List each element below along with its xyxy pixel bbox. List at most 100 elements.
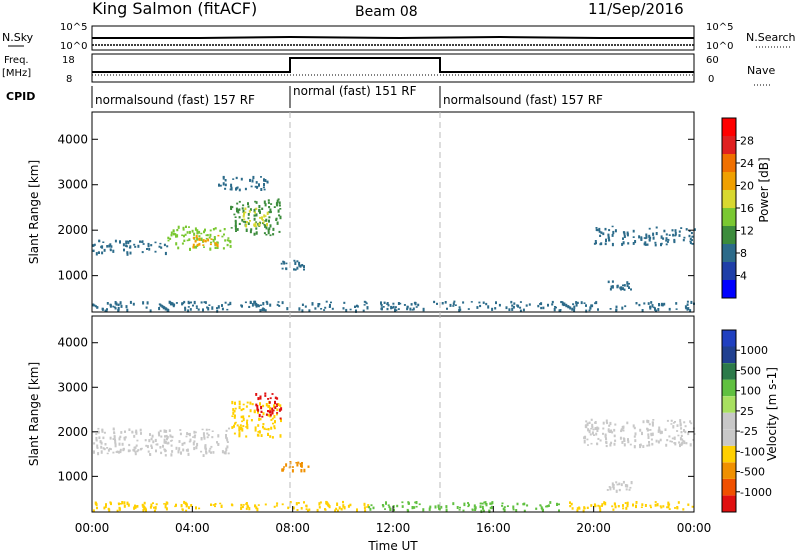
- heatmap-cell: [247, 213, 250, 216]
- heatmap-cell: [164, 505, 167, 509]
- heatmap-cell: [119, 450, 122, 454]
- heatmap-cell: [133, 448, 136, 452]
- heatmap-cell: [126, 501, 129, 505]
- heatmap-cell: [630, 481, 633, 485]
- heatmap-cell: [243, 212, 245, 216]
- heatmap-cell: [596, 442, 598, 445]
- heatmap-cell: [547, 303, 549, 307]
- heatmap-cell: [253, 300, 256, 304]
- heatmap-cell: [365, 302, 368, 305]
- heatmap-cell: [184, 306, 187, 309]
- heatmap-cell: [276, 412, 279, 414]
- heatmap-cell: [684, 430, 687, 434]
- heatmap-cell: [565, 303, 568, 308]
- heatmap-cell: [578, 507, 581, 510]
- nsky-tick-top: 10^5: [60, 22, 87, 33]
- heatmap-cell: [204, 301, 207, 304]
- heatmap-cell: [594, 422, 597, 424]
- heatmap-cell: [446, 307, 448, 310]
- colorbar-swatch: [722, 396, 736, 413]
- colorbar-tick-label: 28: [740, 135, 754, 148]
- heatmap-cell: [116, 450, 119, 454]
- heatmap-cell: [660, 235, 663, 239]
- heatmap-cell: [668, 435, 671, 438]
- heatmap-cell: [236, 228, 239, 231]
- heatmap-cell: [225, 437, 228, 439]
- heatmap-cell: [175, 503, 177, 507]
- cpid-segment-1: normalsound (fast) 157 RF: [95, 93, 255, 107]
- heatmap-cell: [325, 300, 328, 303]
- heatmap-cell: [238, 402, 241, 406]
- heatmap-cell: [686, 303, 689, 306]
- heatmap-cell: [572, 303, 575, 306]
- heatmap-cell: [251, 403, 254, 406]
- heatmap-cell: [195, 234, 198, 238]
- heatmap-cell: [613, 442, 616, 446]
- heatmap-cell: [242, 408, 245, 411]
- heatmap-cell: [622, 284, 624, 287]
- heatmap-cell: [266, 301, 269, 305]
- heatmap-cell: [605, 444, 608, 448]
- colorbar-frame: [721, 329, 737, 513]
- heatmap-cell: [638, 303, 641, 307]
- heatmap-cell: [95, 433, 98, 435]
- heatmap-cell: [273, 415, 276, 419]
- x-tick-label: 00:00: [75, 521, 110, 535]
- heatmap-cell: [506, 505, 509, 507]
- heatmap-cell: [485, 302, 488, 306]
- heatmap-cell: [304, 305, 307, 308]
- heatmap-cell: [688, 234, 691, 238]
- heatmap-cell: [163, 448, 166, 451]
- heatmap-cell: [146, 248, 148, 250]
- heatmap-cell: [258, 417, 261, 421]
- heatmap-cell: [615, 481, 618, 484]
- heatmap-cell: [382, 306, 385, 308]
- heatmap-cell: [666, 439, 669, 442]
- heatmap-cell: [149, 433, 151, 436]
- heatmap-cell: [205, 450, 207, 453]
- heatmap-cell: [203, 301, 206, 304]
- heatmap-cell: [254, 429, 257, 432]
- heatmap-cell: [145, 444, 148, 447]
- heatmap-cell: [267, 201, 270, 204]
- heatmap-cell: [217, 434, 220, 438]
- heatmap-cell: [343, 506, 346, 510]
- heatmap-cell: [262, 404, 265, 408]
- heatmap-cell: [248, 507, 251, 511]
- heatmap-cell: [318, 502, 321, 506]
- heatmap-cell: [193, 446, 196, 451]
- heatmap-cell: [256, 186, 259, 188]
- heatmap-cell: [119, 301, 122, 305]
- heatmap-cell: [112, 438, 115, 440]
- heatmap-cell: [254, 211, 256, 214]
- heatmap-cell: [570, 502, 573, 506]
- heatmap-cell: [149, 309, 152, 313]
- heatmap-cell: [261, 308, 264, 312]
- heatmap-cell: [634, 432, 637, 436]
- heatmap-cell: [256, 407, 259, 411]
- heatmap-cell: [166, 436, 169, 439]
- heatmap-cell: [649, 429, 652, 431]
- heatmap-cell: [639, 444, 642, 449]
- heatmap-cell: [238, 208, 241, 211]
- heatmap-cell: [146, 301, 149, 305]
- heatmap-cell: [345, 308, 348, 312]
- heatmap-cell: [623, 236, 626, 238]
- heatmap-cell: [231, 206, 234, 209]
- heatmap-cell: [573, 308, 576, 312]
- heatmap-cell: [633, 445, 636, 449]
- heatmap-cell: [198, 237, 201, 241]
- heatmap-cell: [275, 403, 278, 406]
- heatmap-cell: [238, 405, 241, 410]
- heatmap-cell: [605, 441, 608, 444]
- heatmap-cell: [295, 502, 298, 506]
- heatmap-cell: [611, 225, 614, 228]
- heatmap-cell: [453, 300, 456, 303]
- heatmap-cell: [604, 434, 607, 437]
- heatmap-cell: [150, 437, 153, 441]
- heatmap-cell: [679, 419, 682, 423]
- heatmap-cell: [193, 300, 196, 305]
- heatmap-cell: [247, 202, 249, 206]
- power-panel: Slant Range [km] 1000 2000 3000 4000 28 24 20…: [27, 111, 771, 313]
- heatmap-cell: [429, 505, 432, 509]
